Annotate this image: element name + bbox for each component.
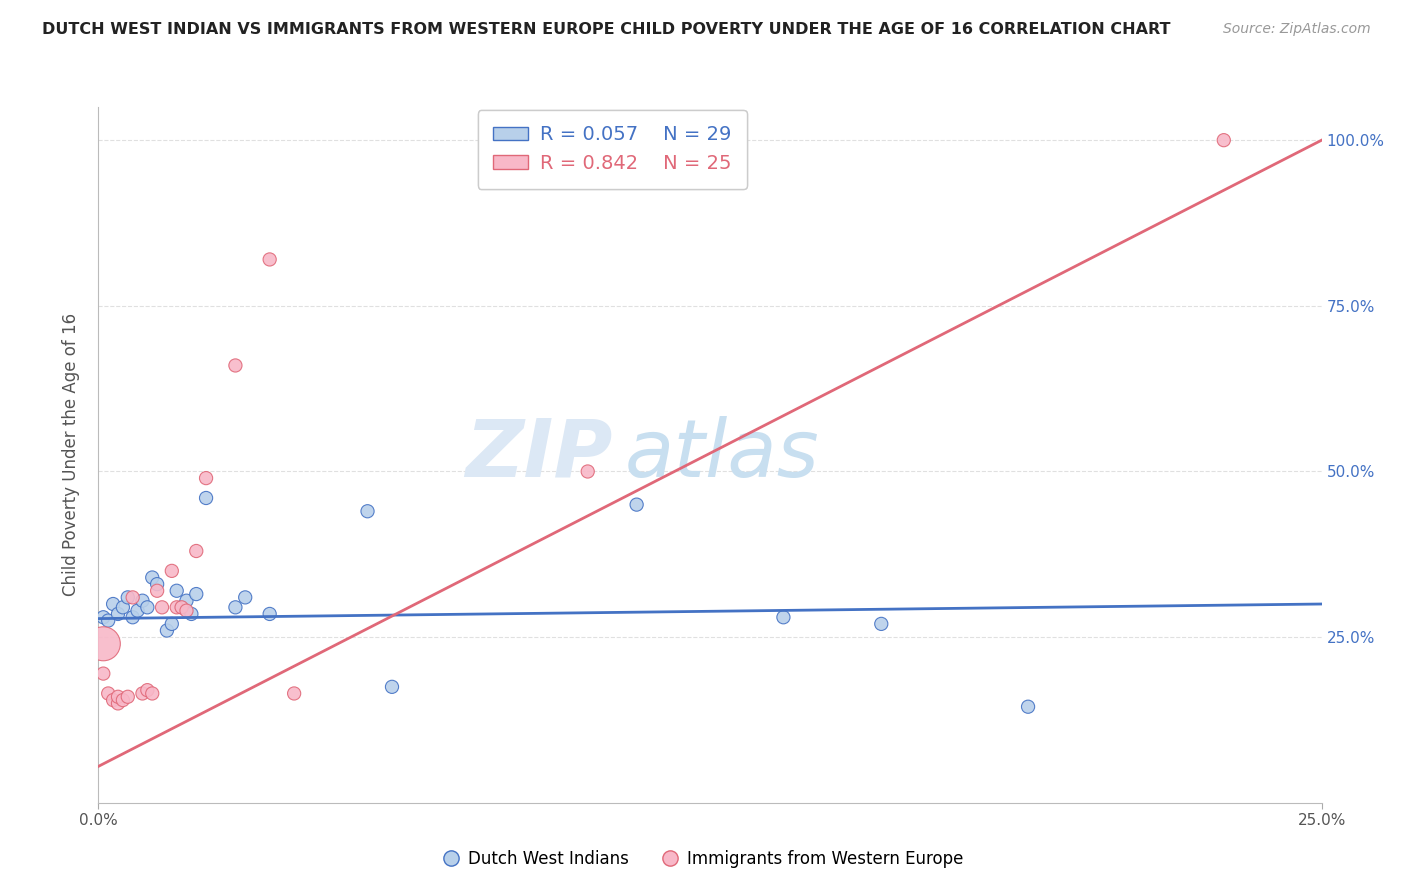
Point <box>626 498 648 512</box>
Point <box>146 583 169 598</box>
Point <box>97 614 120 628</box>
Point <box>136 600 159 615</box>
Point <box>381 680 404 694</box>
Legend: Dutch West Indians, Immigrants from Western Europe: Dutch West Indians, Immigrants from West… <box>436 844 970 875</box>
Point <box>141 570 163 584</box>
Y-axis label: Child Poverty Under the Age of 16: Child Poverty Under the Age of 16 <box>62 313 80 597</box>
Point <box>91 666 114 681</box>
Point <box>156 624 179 638</box>
Point <box>1017 699 1039 714</box>
Point <box>195 471 218 485</box>
Legend: R = 0.057    N = 29, R = 0.842    N = 25: R = 0.057 N = 29, R = 0.842 N = 25 <box>478 110 747 188</box>
Point <box>772 610 794 624</box>
Point <box>101 693 124 707</box>
Point <box>166 600 188 615</box>
Point <box>107 697 129 711</box>
Point <box>91 610 114 624</box>
Point <box>111 693 134 707</box>
Point <box>170 600 193 615</box>
Point <box>101 597 124 611</box>
Point <box>107 690 129 704</box>
Point <box>356 504 378 518</box>
Point <box>283 686 305 700</box>
Point <box>259 607 281 621</box>
Point <box>121 610 143 624</box>
Point <box>117 690 139 704</box>
Point <box>150 600 173 615</box>
Point <box>107 607 129 621</box>
Point <box>576 465 599 479</box>
Point <box>1212 133 1234 147</box>
Point <box>97 686 120 700</box>
Point <box>186 544 208 558</box>
Point <box>186 587 208 601</box>
Text: ZIP: ZIP <box>465 416 612 494</box>
Point <box>176 593 198 607</box>
Point <box>224 600 246 615</box>
Point <box>224 359 246 373</box>
Point <box>136 683 159 698</box>
Text: DUTCH WEST INDIAN VS IMMIGRANTS FROM WESTERN EUROPE CHILD POVERTY UNDER THE AGE : DUTCH WEST INDIAN VS IMMIGRANTS FROM WES… <box>42 22 1171 37</box>
Point <box>146 577 169 591</box>
Point <box>160 616 183 631</box>
Point <box>121 591 143 605</box>
Point <box>870 616 893 631</box>
Point <box>131 593 153 607</box>
Point <box>259 252 281 267</box>
Text: Source: ZipAtlas.com: Source: ZipAtlas.com <box>1223 22 1371 37</box>
Text: atlas: atlas <box>624 416 820 494</box>
Point <box>111 600 134 615</box>
Point <box>160 564 183 578</box>
Point <box>180 607 202 621</box>
Point <box>166 583 188 598</box>
Point <box>117 591 139 605</box>
Point <box>91 637 114 651</box>
Point <box>195 491 218 505</box>
Point <box>127 604 149 618</box>
Point <box>131 686 153 700</box>
Point <box>233 591 256 605</box>
Point <box>141 686 163 700</box>
Point <box>176 604 198 618</box>
Point <box>170 600 193 615</box>
